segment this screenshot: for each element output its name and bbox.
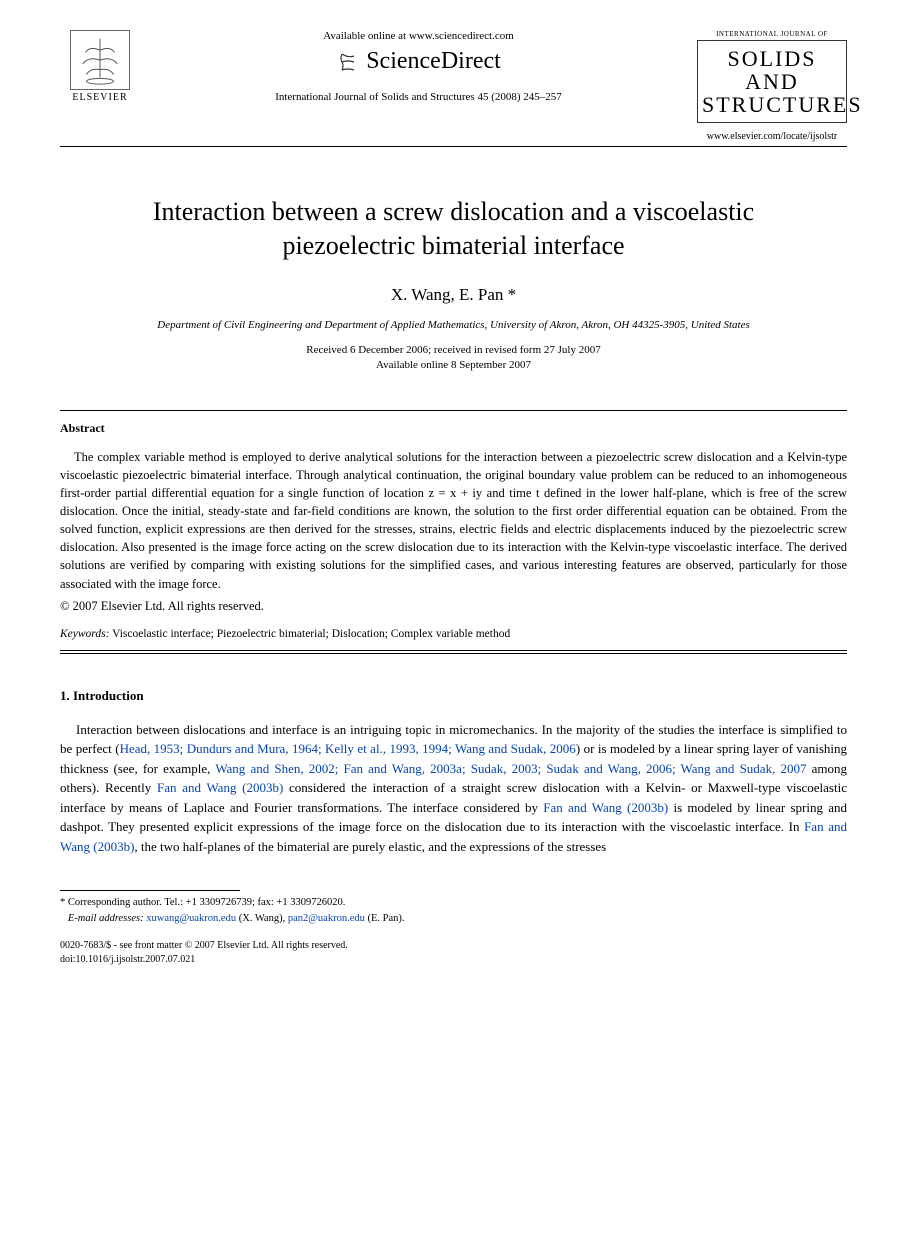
journal-reference: International Journal of Solids and Stru…: [150, 91, 687, 103]
citation-link-1[interactable]: Head, 1953; Dundurs and Mura, 1964; Kell…: [120, 741, 576, 756]
email-who-2: (E. Pan).: [365, 913, 405, 924]
email-line: E-mail addresses: xuwang@uakron.edu (X. …: [60, 911, 847, 927]
sciencedirect-icon: [336, 50, 360, 74]
abstract-text: The complex variable method is employed …: [60, 448, 847, 593]
abstract-rule-bottom2: [60, 653, 847, 654]
authors: X. Wang, E. Pan *: [60, 285, 847, 305]
intro-text-6: , the two half-planes of the bimaterial …: [134, 839, 606, 854]
abstract-body: The complex variable method is employed …: [60, 448, 847, 593]
journal-title-box: SOLIDS AND STRUCTURES: [697, 40, 847, 123]
journal-logo: INTERNATIONAL JOURNAL OF SOLIDS AND STRU…: [697, 30, 847, 142]
keywords-text: Viscoelastic interface; Piezoelectric bi…: [109, 628, 510, 640]
elsevier-label: ELSEVIER: [72, 92, 127, 103]
elsevier-tree-icon: [70, 30, 130, 90]
footnote-separator: [60, 890, 240, 891]
available-online-text: Available online at www.sciencedirect.co…: [150, 30, 687, 42]
email-label: E-mail addresses:: [68, 913, 144, 924]
citation-link-2[interactable]: Wang and Shen, 2002; Fan and Wang, 2003a…: [215, 761, 806, 776]
dates-received: Received 6 December 2006; received in re…: [60, 343, 847, 358]
email-link-1[interactable]: xuwang@uakron.edu: [146, 913, 236, 924]
journal-title-line1: SOLIDS AND: [702, 47, 842, 93]
email-who-1: (X. Wang),: [236, 913, 288, 924]
email-link-2[interactable]: pan2@uakron.edu: [288, 913, 365, 924]
journal-url: www.elsevier.com/locate/ijsolstr: [697, 131, 847, 142]
footer-doi: doi:10.1016/j.ijsolstr.2007.07.021: [60, 953, 847, 967]
article-title: Interaction between a screw dislocation …: [100, 195, 807, 263]
section-1-heading: 1. Introduction: [60, 688, 847, 704]
journal-small-text: INTERNATIONAL JOURNAL OF: [697, 30, 847, 38]
abstract-heading: Abstract: [60, 421, 847, 436]
footer-meta: 0020-7683/$ - see front matter © 2007 El…: [60, 939, 847, 967]
intro-paragraph: Interaction between dislocations and int…: [60, 720, 847, 857]
corresponding-author: * Corresponding author. Tel.: +1 3309726…: [60, 895, 847, 911]
affiliation: Department of Civil Engineering and Depa…: [60, 319, 847, 331]
header-rule: [60, 146, 847, 147]
journal-title-line2: STRUCTURES: [702, 93, 842, 116]
footer-issn: 0020-7683/$ - see front matter © 2007 El…: [60, 939, 847, 953]
sciencedirect-text: ScienceDirect: [366, 48, 501, 75]
keywords-line: Keywords: Viscoelastic interface; Piezoe…: [60, 628, 847, 640]
page-header: ELSEVIER Available online at www.science…: [60, 30, 847, 142]
abstract-copyright: © 2007 Elsevier Ltd. All rights reserved…: [60, 599, 847, 614]
center-header: Available online at www.sciencedirect.co…: [140, 30, 697, 103]
sciencedirect-logo: ScienceDirect: [150, 48, 687, 75]
citation-link-3[interactable]: Fan and Wang (2003b): [157, 780, 283, 795]
elsevier-logo: ELSEVIER: [60, 30, 140, 103]
dates-online: Available online 8 September 2007: [60, 358, 847, 373]
keywords-label: Keywords:: [60, 628, 109, 640]
citation-link-4[interactable]: Fan and Wang (2003b): [543, 800, 668, 815]
article-dates: Received 6 December 2006; received in re…: [60, 343, 847, 374]
